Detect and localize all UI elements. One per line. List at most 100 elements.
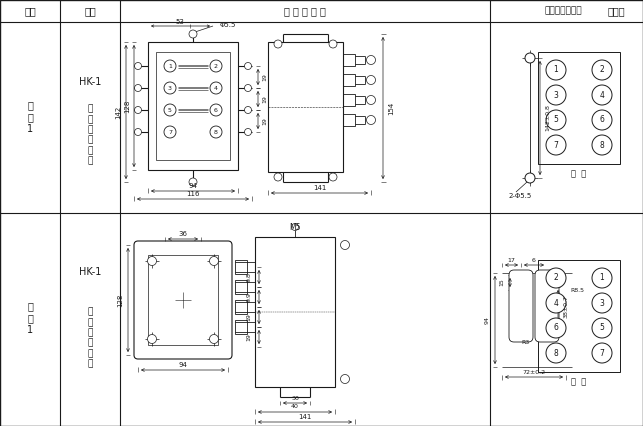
FancyBboxPatch shape: [509, 270, 533, 342]
Bar: [268, 42, 343, 172]
Text: 8: 8: [600, 141, 604, 150]
Circle shape: [147, 334, 156, 343]
Text: 附
图
1: 附 图 1: [27, 101, 33, 134]
Text: 3: 3: [554, 90, 558, 100]
Circle shape: [546, 60, 566, 80]
Text: 端子图: 端子图: [607, 6, 625, 16]
Circle shape: [329, 40, 337, 48]
Text: 94: 94: [179, 362, 188, 368]
Text: 9.8: 9.8: [246, 272, 251, 282]
Circle shape: [164, 60, 176, 72]
Text: 6: 6: [214, 107, 218, 112]
Text: 7: 7: [168, 130, 172, 135]
Circle shape: [189, 30, 197, 38]
Text: R8.5: R8.5: [570, 288, 584, 293]
Text: HK-1: HK-1: [79, 77, 101, 87]
Circle shape: [367, 75, 376, 84]
Circle shape: [274, 173, 282, 181]
Circle shape: [164, 104, 176, 116]
Circle shape: [210, 126, 222, 138]
Circle shape: [525, 53, 535, 63]
Circle shape: [291, 224, 298, 230]
Circle shape: [274, 40, 282, 48]
Text: 19: 19: [246, 333, 251, 341]
Text: 6: 6: [599, 115, 604, 124]
Circle shape: [134, 106, 141, 113]
Text: 128: 128: [117, 294, 123, 307]
Circle shape: [164, 126, 176, 138]
Circle shape: [592, 268, 612, 288]
Circle shape: [244, 63, 251, 69]
Text: 19: 19: [262, 95, 267, 103]
Circle shape: [546, 135, 566, 155]
Text: 7: 7: [554, 141, 558, 150]
Bar: [235, 320, 247, 334]
Circle shape: [546, 318, 566, 338]
Text: 前  视: 前 视: [572, 170, 586, 178]
Bar: [538, 52, 620, 164]
Text: 2-Φ5.5: 2-Φ5.5: [509, 193, 532, 199]
Text: 72±0.2: 72±0.2: [522, 369, 545, 374]
Text: 5: 5: [168, 107, 172, 112]
Circle shape: [189, 178, 197, 186]
Text: 凸
出
式
后
接
线: 凸 出 式 后 接 线: [87, 308, 93, 368]
Text: 7: 7: [599, 348, 604, 357]
Text: 15: 15: [500, 279, 505, 286]
Circle shape: [546, 268, 566, 288]
Circle shape: [244, 129, 251, 135]
Text: 2: 2: [214, 63, 218, 69]
Text: 17: 17: [507, 257, 516, 262]
Circle shape: [546, 293, 566, 313]
Text: 结构: 结构: [84, 6, 96, 16]
Circle shape: [367, 55, 376, 64]
Text: 4: 4: [554, 299, 558, 308]
Bar: [235, 280, 247, 294]
Text: 5: 5: [599, 323, 604, 333]
Text: HK-1: HK-1: [79, 267, 101, 277]
Text: 2: 2: [554, 273, 558, 282]
Text: 4: 4: [214, 86, 218, 90]
Circle shape: [210, 104, 222, 116]
Bar: [156, 52, 230, 160]
FancyBboxPatch shape: [535, 270, 559, 342]
Text: 142: 142: [115, 105, 121, 118]
Text: 8: 8: [214, 130, 218, 135]
Text: 53: 53: [176, 19, 185, 25]
Text: R3: R3: [521, 340, 529, 345]
Text: 3: 3: [168, 86, 172, 90]
Text: 图号: 图号: [24, 6, 36, 16]
Bar: [538, 260, 620, 372]
Text: 154: 154: [388, 101, 394, 115]
Bar: [343, 94, 355, 106]
Bar: [255, 237, 335, 387]
Circle shape: [134, 129, 141, 135]
Bar: [148, 42, 238, 170]
Text: 1: 1: [168, 63, 172, 69]
Circle shape: [546, 110, 566, 130]
Text: 38±0.7: 38±0.7: [563, 294, 568, 317]
Bar: [343, 114, 355, 126]
Circle shape: [341, 241, 350, 250]
Circle shape: [134, 63, 141, 69]
Text: 4: 4: [599, 90, 604, 100]
Text: 19: 19: [262, 73, 267, 81]
Text: 30: 30: [291, 395, 299, 400]
Circle shape: [164, 82, 176, 94]
Circle shape: [210, 334, 219, 343]
Text: 凸
出
式
前
接
线: 凸 出 式 前 接 线: [87, 104, 93, 165]
Circle shape: [592, 110, 612, 130]
Circle shape: [244, 84, 251, 92]
Text: 142±0.8: 142±0.8: [545, 104, 550, 132]
Bar: [235, 300, 247, 314]
Circle shape: [546, 343, 566, 363]
Circle shape: [592, 85, 612, 105]
Text: 3: 3: [599, 299, 604, 308]
Circle shape: [210, 60, 222, 72]
Circle shape: [244, 106, 251, 113]
Text: 6: 6: [554, 323, 558, 333]
Circle shape: [592, 293, 612, 313]
Text: 19: 19: [246, 313, 251, 321]
Circle shape: [592, 60, 612, 80]
Text: 1: 1: [554, 66, 558, 75]
Circle shape: [592, 343, 612, 363]
